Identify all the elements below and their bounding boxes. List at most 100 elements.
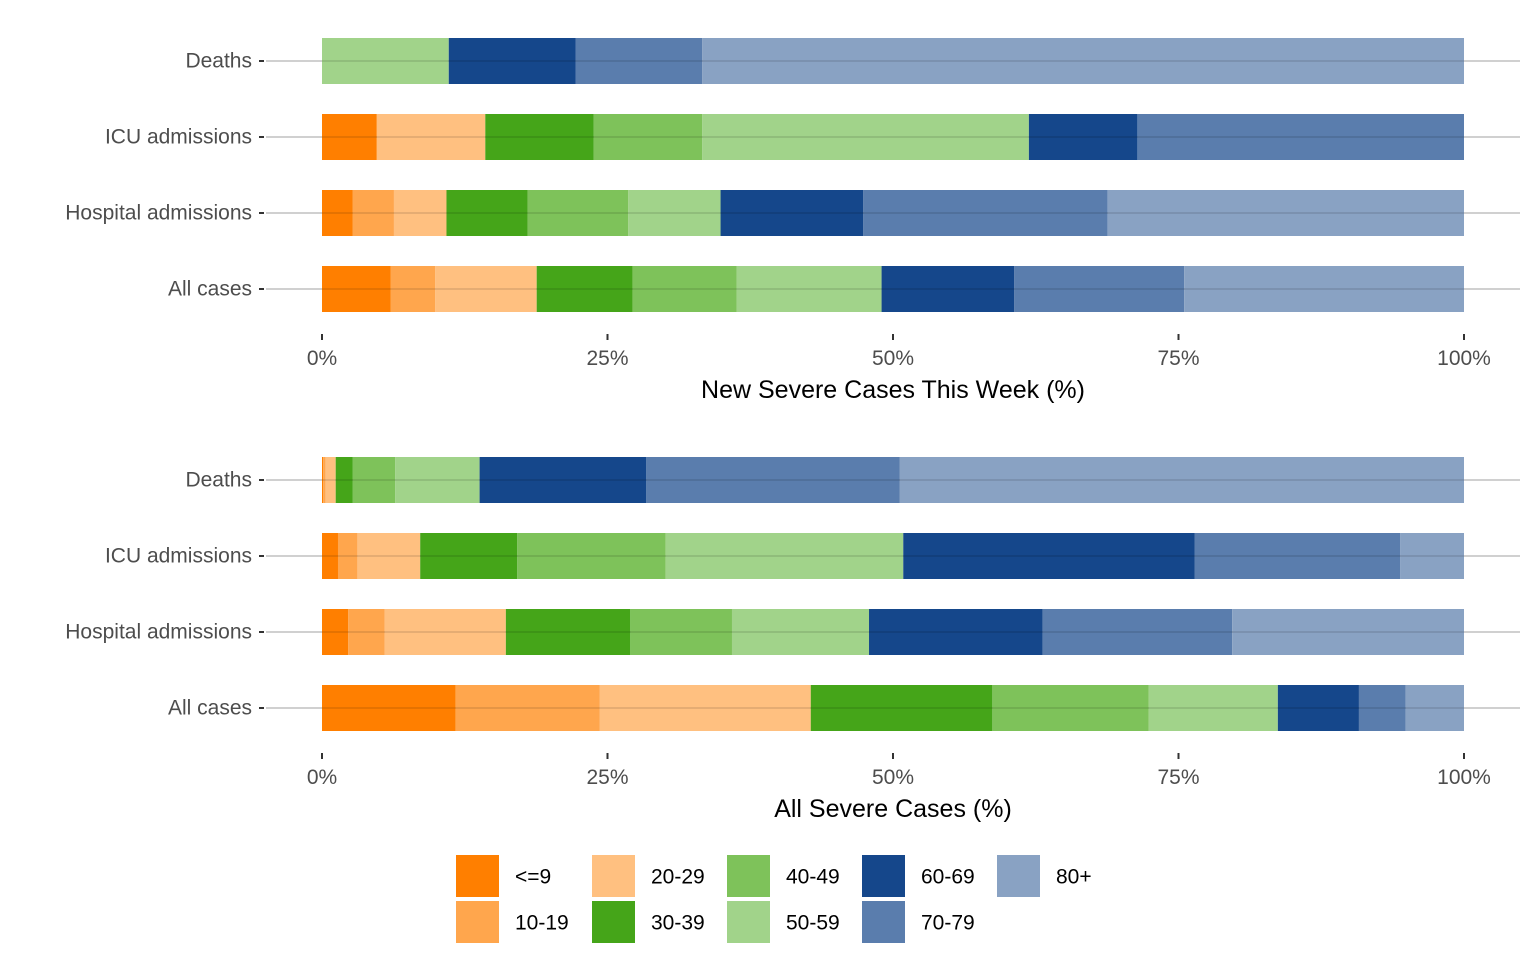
bar-segment-7079 — [1042, 609, 1233, 655]
bar-segment-6069 — [1277, 685, 1359, 731]
bar-segment-2029 — [435, 266, 537, 312]
bar-segment-2029 — [599, 685, 811, 731]
bar-segment-9 — [322, 609, 349, 655]
legend-swatch — [862, 855, 905, 897]
bar-segment-1019 — [455, 685, 600, 731]
bar-segment-6069 — [1028, 114, 1138, 160]
bar-segment-80plus — [1107, 190, 1464, 236]
legend-item: 80+ — [997, 855, 1092, 897]
bar-segment-6069 — [881, 266, 1015, 312]
legend-label: <=9 — [515, 866, 551, 889]
legend-swatch — [862, 901, 905, 943]
bar-segment-80plus — [1405, 685, 1464, 731]
bar-segment-5059 — [731, 609, 870, 655]
bar-segment-5059 — [322, 38, 449, 84]
bar-segment-5059 — [665, 533, 904, 579]
x-axis-title: All Severe Cases (%) — [774, 795, 1012, 823]
legend-item: 50-59 — [727, 901, 840, 943]
bar-segment-3039 — [446, 190, 528, 236]
y-tick-label: ICU admissions — [105, 126, 252, 149]
bar-segment-80plus — [899, 457, 1464, 503]
y-tick-label: ICU admissions — [105, 545, 252, 568]
legend-label: 50-59 — [786, 912, 840, 935]
legend-label: 20-29 — [651, 866, 705, 889]
bar-segment-7079 — [575, 38, 703, 84]
legend-item: <=9 — [456, 855, 551, 897]
legend-item: 40-49 — [727, 855, 840, 897]
bar-segment-80plus — [1232, 609, 1464, 655]
bar-segment-2029 — [393, 190, 447, 236]
bar-segment-5059 — [628, 190, 721, 236]
bar-segment-3039 — [536, 266, 633, 312]
bar-segment-4049 — [630, 609, 732, 655]
chart-panel-1: Deaths ICU admissions Hospital admissions A… — [65, 38, 1520, 404]
bar-segment-5059 — [736, 266, 882, 312]
legend-item: 10-19 — [456, 901, 569, 943]
bar-segment-6069 — [720, 190, 864, 236]
bar-segment-80plus — [1400, 533, 1464, 579]
bar-segment-9 — [322, 266, 391, 312]
y-tick-label: All cases — [168, 278, 252, 301]
x-tick-label: 50% — [872, 347, 914, 370]
legend-swatch — [997, 855, 1040, 897]
legend-label: 40-49 — [786, 866, 840, 889]
bar-segment-1019 — [337, 533, 358, 579]
x-tick-label: 100% — [1437, 347, 1491, 370]
bar-segment-9 — [322, 685, 456, 731]
bar-segment-4049 — [632, 266, 737, 312]
bar-segment-1019 — [390, 266, 436, 312]
legend-swatch — [456, 855, 499, 897]
x-tick-label: 0% — [307, 766, 337, 789]
x-tick-label: 25% — [586, 766, 628, 789]
x-axis-title: New Severe Cases This Week (%) — [701, 376, 1085, 404]
legend-label: 60-69 — [921, 866, 975, 889]
bar-segment-3039 — [485, 114, 594, 160]
bar-segment-4049 — [352, 457, 396, 503]
legend-swatch — [456, 901, 499, 943]
legend-label: 10-19 — [515, 912, 569, 935]
bar-segment-2029 — [376, 114, 486, 160]
legend-item: 30-39 — [592, 901, 705, 943]
legend-item: 60-69 — [862, 855, 975, 897]
bar-segment-3039 — [505, 609, 631, 655]
bar-segment-4049 — [527, 190, 629, 236]
bar-segment-6069 — [479, 457, 647, 503]
bar-segment-4049 — [593, 114, 703, 160]
x-tick-label: 75% — [1157, 766, 1199, 789]
bar-segment-6069 — [903, 533, 1195, 579]
bar-segment-3039 — [420, 533, 518, 579]
bar-segment-80plus — [702, 38, 1464, 84]
bar-segment-5059 — [395, 457, 480, 503]
y-tick-label: All cases — [168, 697, 252, 720]
bar-segment-7079 — [646, 457, 900, 503]
bar-segment-9 — [322, 533, 338, 579]
bar-segment-7079 — [1014, 266, 1185, 312]
legend-swatch — [727, 901, 770, 943]
legend-swatch — [727, 855, 770, 897]
bar-segment-1019 — [323, 457, 326, 503]
bar-segment-9 — [322, 114, 377, 160]
bar-segment-4049 — [992, 685, 1149, 731]
bar-segment-5059 — [702, 114, 1029, 160]
bar-segment-6069 — [448, 38, 576, 84]
bar-segment-7079 — [863, 190, 1108, 236]
bar-segment-4049 — [517, 533, 666, 579]
bar-segment-5059 — [1148, 685, 1278, 731]
y-tick-label: Hospital admissions — [65, 621, 252, 644]
bar-segment-3039 — [810, 685, 993, 731]
bar-segment-9 — [322, 457, 324, 503]
bar-segment-6069 — [869, 609, 1043, 655]
x-tick-label: 50% — [872, 766, 914, 789]
legend-swatch — [592, 901, 635, 943]
bar-segment-7079 — [1194, 533, 1401, 579]
y-tick-label: Deaths — [185, 469, 252, 492]
legend-item: 70-79 — [862, 901, 975, 943]
x-tick-label: 100% — [1437, 766, 1491, 789]
legend-label: 80+ — [1056, 866, 1092, 889]
bar-segment-1019 — [352, 190, 394, 236]
legend-item: 20-29 — [592, 855, 705, 897]
bar-segment-1019 — [348, 609, 385, 655]
legend-label: 70-79 — [921, 912, 975, 935]
bar-segment-9 — [322, 190, 353, 236]
